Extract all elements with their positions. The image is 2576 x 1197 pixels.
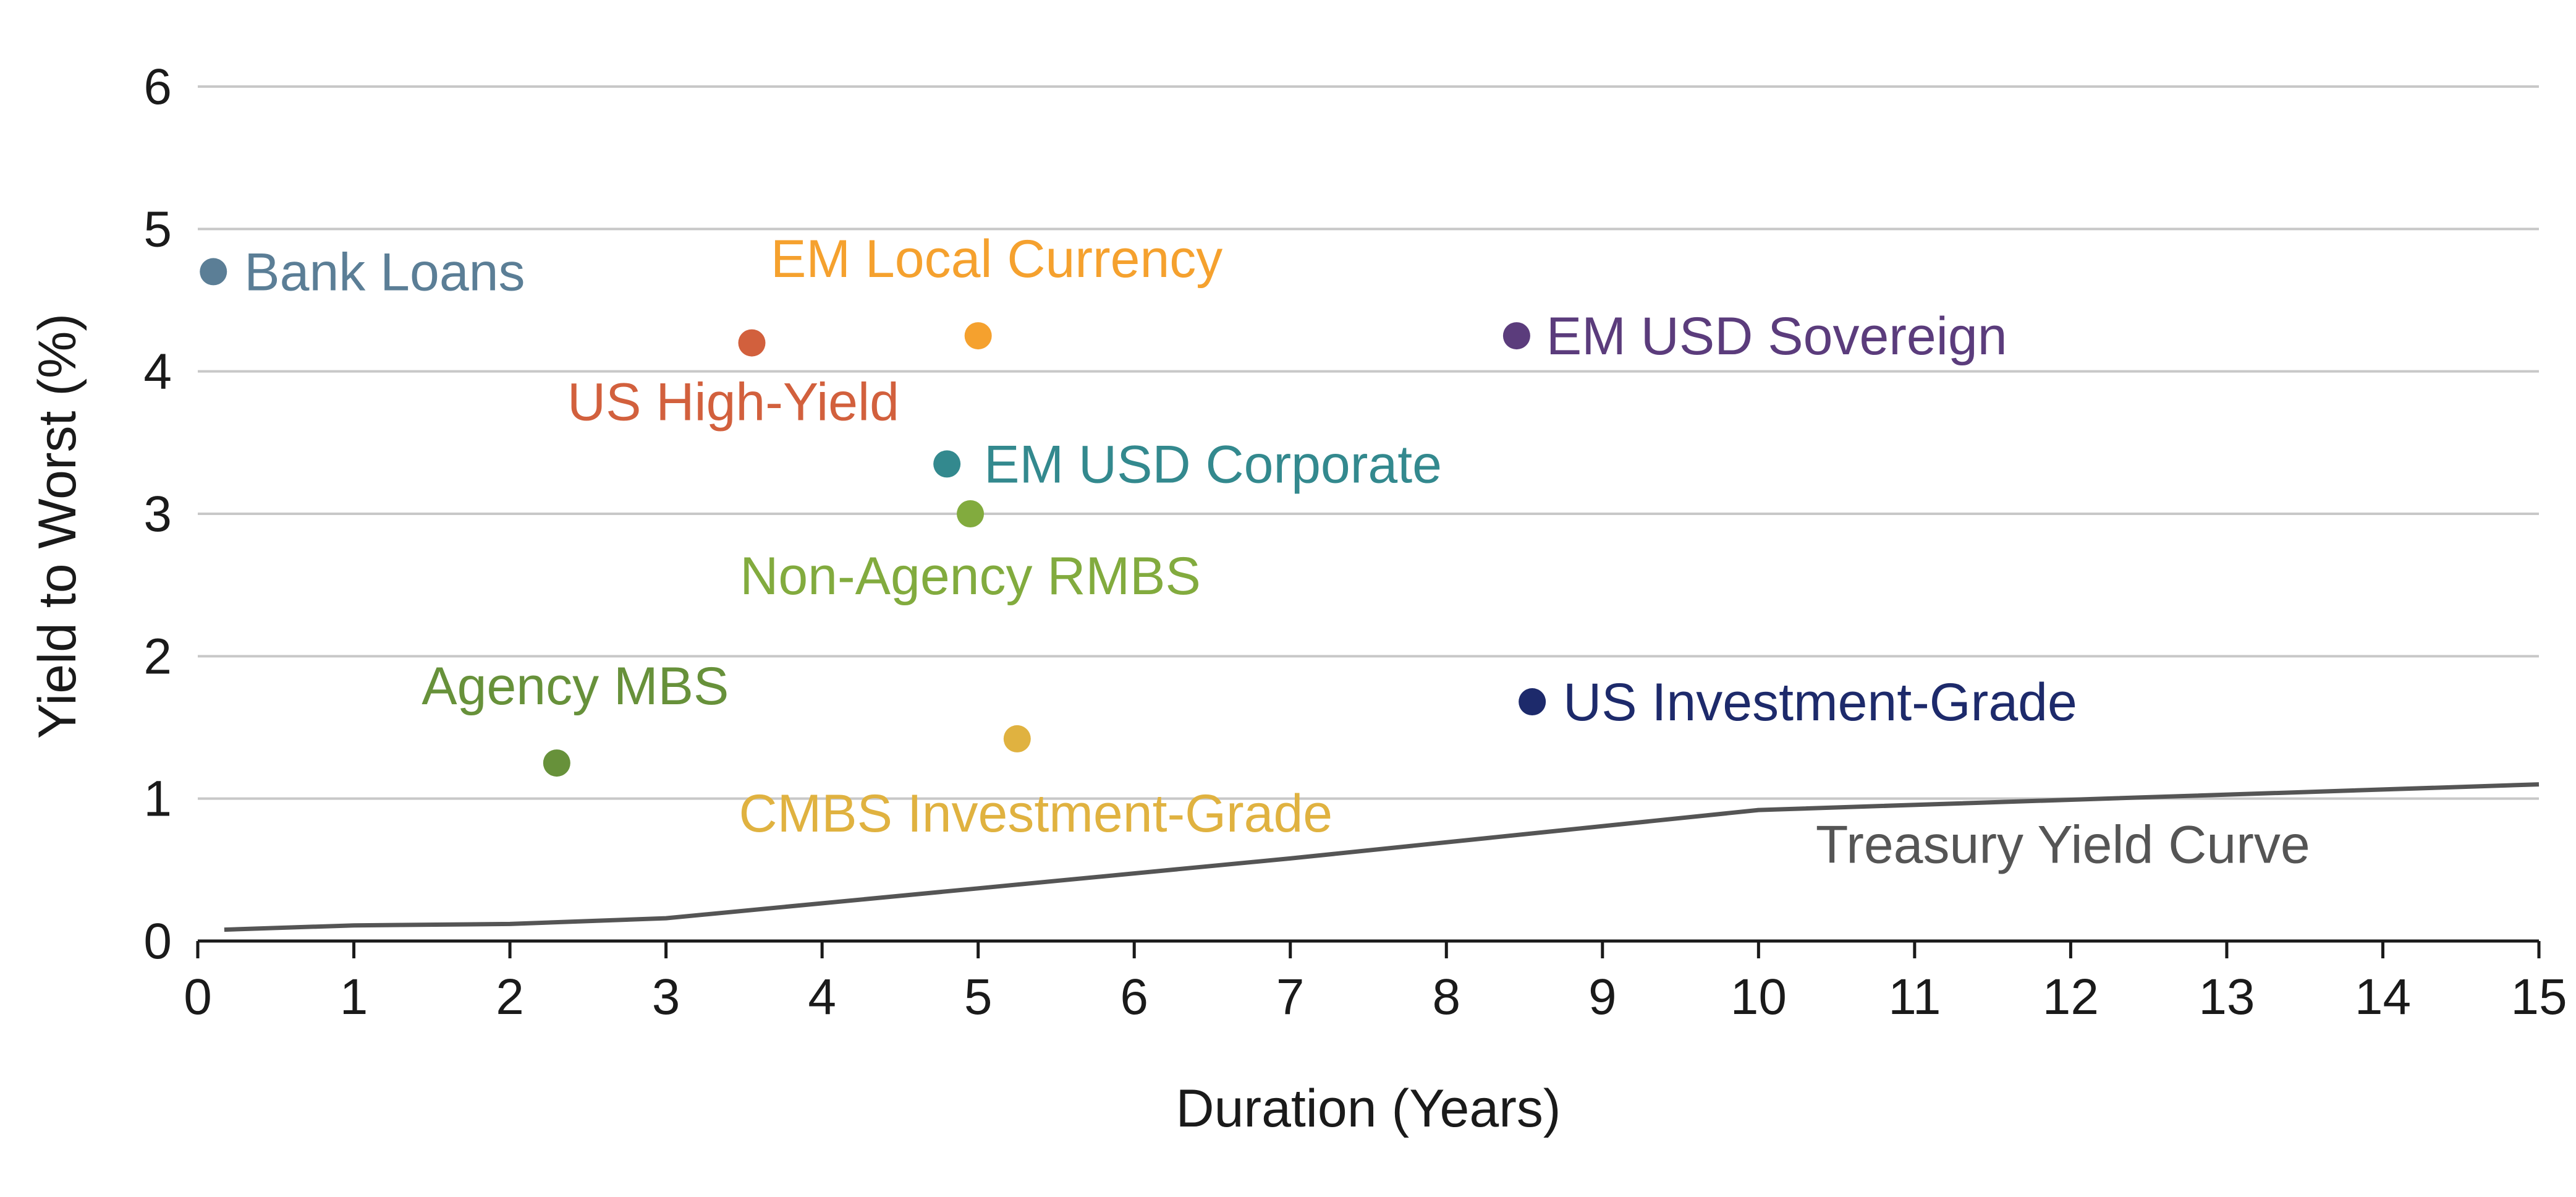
x-tick-label: 15 <box>2510 969 2567 1025</box>
y-axis-title: Yield to Worst (%) <box>28 313 87 739</box>
x-tick-label: 4 <box>808 969 836 1025</box>
x-tick-label: 10 <box>1731 969 1787 1025</box>
y-tick-label: 0 <box>143 913 172 969</box>
agency-mbs-point <box>543 749 570 777</box>
agency-mbs-label: Agency MBS <box>422 657 729 716</box>
us-investment-grade-label: US Investment-Grade <box>1563 673 2077 732</box>
em-usd-sovereign-label: EM USD Sovereign <box>1546 307 2007 366</box>
y-tick-label: 5 <box>143 201 172 257</box>
bank-loans-point <box>200 258 227 286</box>
treasury-yield-curve-label: Treasury Yield Curve <box>1816 815 2310 874</box>
em-local-currency-point <box>964 322 992 350</box>
em-local-currency-label: EM Local Currency <box>771 229 1222 289</box>
cmbs-investment-grade-point <box>1003 725 1031 752</box>
x-axis-title: Duration (Years) <box>1176 1079 1561 1138</box>
em-usd-sovereign-point <box>1502 322 1530 350</box>
treasury-yield-curve-line <box>224 782 2540 932</box>
x-tick-label: 11 <box>1888 969 1941 1025</box>
us-high-yield-label: US High-Yield <box>567 373 899 432</box>
line-series <box>224 782 2540 932</box>
non-agency-rmbs-point <box>957 500 985 527</box>
x-tick-label: 3 <box>652 969 680 1025</box>
x-tick-label: 0 <box>184 969 212 1025</box>
x-tick-label: 14 <box>2355 969 2411 1025</box>
cmbs-investment-grade-label: CMBS Investment-Grade <box>739 784 1332 843</box>
x-tick-label: 13 <box>2198 969 2255 1025</box>
em-usd-corporate-point <box>933 450 961 478</box>
non-agency-rmbs-label: Non-Agency RMBS <box>740 547 1201 606</box>
x-tick-label: 5 <box>964 969 993 1025</box>
x-tick-label: 2 <box>496 969 524 1025</box>
x-tick-label: 12 <box>2043 969 2099 1025</box>
y-tick-label: 6 <box>143 59 172 115</box>
scatter-points <box>200 258 1546 777</box>
x-tick-label: 1 <box>340 969 368 1025</box>
us-investment-grade-point <box>1519 688 1546 716</box>
y-tick-label: 4 <box>143 344 172 400</box>
x-tick-label: 6 <box>1120 969 1148 1025</box>
y-tick-label: 1 <box>143 771 172 827</box>
bank-loans-label: Bank Loans <box>244 242 525 302</box>
em-usd-corporate-label: EM USD Corporate <box>984 435 1442 494</box>
y-tick-label: 3 <box>143 486 172 542</box>
point-labels: Treasury Yield Curve Bank Loans US High-Yi… <box>244 229 2310 874</box>
x-tick-label: 7 <box>1276 969 1305 1025</box>
x-tick-label: 9 <box>1588 969 1617 1025</box>
y-tick-label: 2 <box>143 628 172 684</box>
us-high-yield-point <box>738 329 766 357</box>
x-tick-label: 8 <box>1432 969 1460 1025</box>
